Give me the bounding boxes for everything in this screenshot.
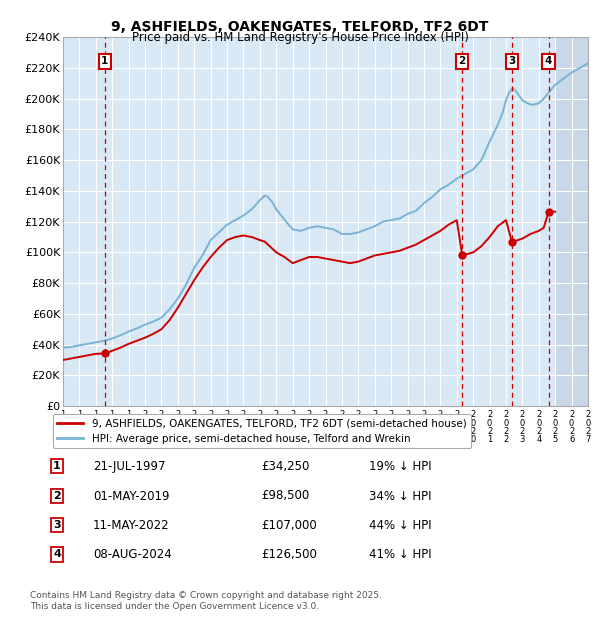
Text: 19% ↓ HPI: 19% ↓ HPI xyxy=(369,460,431,472)
Line: 9, ASHFIELDS, OAKENGATES, TELFORD, TF2 6DT (semi-detached house): 9, ASHFIELDS, OAKENGATES, TELFORD, TF2 6… xyxy=(63,211,555,360)
Text: 11-MAY-2022: 11-MAY-2022 xyxy=(93,519,170,531)
Text: 44% ↓ HPI: 44% ↓ HPI xyxy=(369,519,431,531)
HPI: Average price, semi-detached house, Telford and Wrekin: (2e+03, 3.8e+04): Average price, semi-detached house, Telf… xyxy=(59,344,67,352)
Text: 34% ↓ HPI: 34% ↓ HPI xyxy=(369,490,431,502)
Point xyxy=(544,206,553,216)
9, ASHFIELDS, OAKENGATES, TELFORD, TF2 6DT (semi-detached house) xyxy=(322,255,329,262)
9, ASHFIELDS, OAKENGATES, TELFORD, TF2 6DT (semi-detached house) xyxy=(494,223,502,230)
HPI: Average price, semi-detached house, Telford and Wrekin: (2e+03, 7.9e+04): Average price, semi-detached house, Telf… xyxy=(182,281,190,288)
Text: 21-JUL-1997: 21-JUL-1997 xyxy=(93,460,166,472)
Text: 1: 1 xyxy=(53,461,61,471)
Point xyxy=(507,237,517,247)
HPI: Average price, semi-detached house, Telford and Wrekin: (2.01e+03, 1.34e+05): Average price, semi-detached house, Telf… xyxy=(256,197,263,204)
HPI: Average price, semi-detached house, Telford and Wrekin: (2.03e+03, 2.23e+05): Average price, semi-detached house, Telf… xyxy=(584,60,592,67)
9, ASHFIELDS, OAKENGATES, TELFORD, TF2 6DT (semi-detached house) xyxy=(59,356,67,364)
Text: 3: 3 xyxy=(508,56,515,66)
Text: 3: 3 xyxy=(53,520,61,530)
9, ASHFIELDS, OAKENGATES, TELFORD, TF2 6DT (semi-detached house) xyxy=(545,208,552,215)
Legend: 9, ASHFIELDS, OAKENGATES, TELFORD, TF2 6DT (semi-detached house), HPI: Average p: 9, ASHFIELDS, OAKENGATES, TELFORD, TF2 6… xyxy=(53,414,470,448)
Text: 08-AUG-2024: 08-AUG-2024 xyxy=(93,548,172,560)
Text: 2: 2 xyxy=(458,56,466,66)
Point xyxy=(100,348,110,358)
Text: £126,500: £126,500 xyxy=(261,548,317,560)
9, ASHFIELDS, OAKENGATES, TELFORD, TF2 6DT (semi-detached house) xyxy=(551,208,559,215)
Text: £98,500: £98,500 xyxy=(261,490,309,502)
HPI: Average price, semi-detached house, Telford and Wrekin: (2.02e+03, 1.97e+05): Average price, semi-detached house, Telf… xyxy=(535,100,542,107)
Text: Price paid vs. HM Land Registry's House Price Index (HPI): Price paid vs. HM Land Registry's House … xyxy=(131,31,469,44)
9, ASHFIELDS, OAKENGATES, TELFORD, TF2 6DT (semi-detached house) xyxy=(272,249,280,256)
Point xyxy=(457,250,467,260)
Line: HPI: Average price, semi-detached house, Telford and Wrekin: HPI: Average price, semi-detached house,… xyxy=(63,63,588,348)
Text: £107,000: £107,000 xyxy=(261,519,317,531)
9, ASHFIELDS, OAKENGATES, TELFORD, TF2 6DT (semi-detached house) xyxy=(182,290,190,298)
9, ASHFIELDS, OAKENGATES, TELFORD, TF2 6DT (semi-detached house) xyxy=(535,227,542,234)
Text: This data is licensed under the Open Government Licence v3.0.: This data is licensed under the Open Gov… xyxy=(30,601,319,611)
Text: 4: 4 xyxy=(545,56,553,66)
Text: £34,250: £34,250 xyxy=(261,460,310,472)
HPI: Average price, semi-detached house, Telford and Wrekin: (2e+03, 9e+04): Average price, semi-detached house, Telf… xyxy=(191,264,198,272)
Text: 2: 2 xyxy=(53,491,61,501)
Text: 1: 1 xyxy=(101,56,109,66)
9, ASHFIELDS, OAKENGATES, TELFORD, TF2 6DT (semi-detached house) xyxy=(215,244,223,252)
Text: 41% ↓ HPI: 41% ↓ HPI xyxy=(369,548,431,560)
Text: Contains HM Land Registry data © Crown copyright and database right 2025.: Contains HM Land Registry data © Crown c… xyxy=(30,590,382,600)
Text: 01-MAY-2019: 01-MAY-2019 xyxy=(93,490,170,502)
HPI: Average price, semi-detached house, Telford and Wrekin: (2.01e+03, 1.17e+05): Average price, semi-detached house, Telf… xyxy=(371,223,379,230)
Text: 9, ASHFIELDS, OAKENGATES, TELFORD, TF2 6DT: 9, ASHFIELDS, OAKENGATES, TELFORD, TF2 6… xyxy=(112,20,488,35)
Bar xyxy=(555,37,588,406)
Text: 4: 4 xyxy=(53,549,61,559)
HPI: Average price, semi-detached house, Telford and Wrekin: (2.01e+03, 1.15e+05): Average price, semi-detached house, Telf… xyxy=(363,226,370,233)
